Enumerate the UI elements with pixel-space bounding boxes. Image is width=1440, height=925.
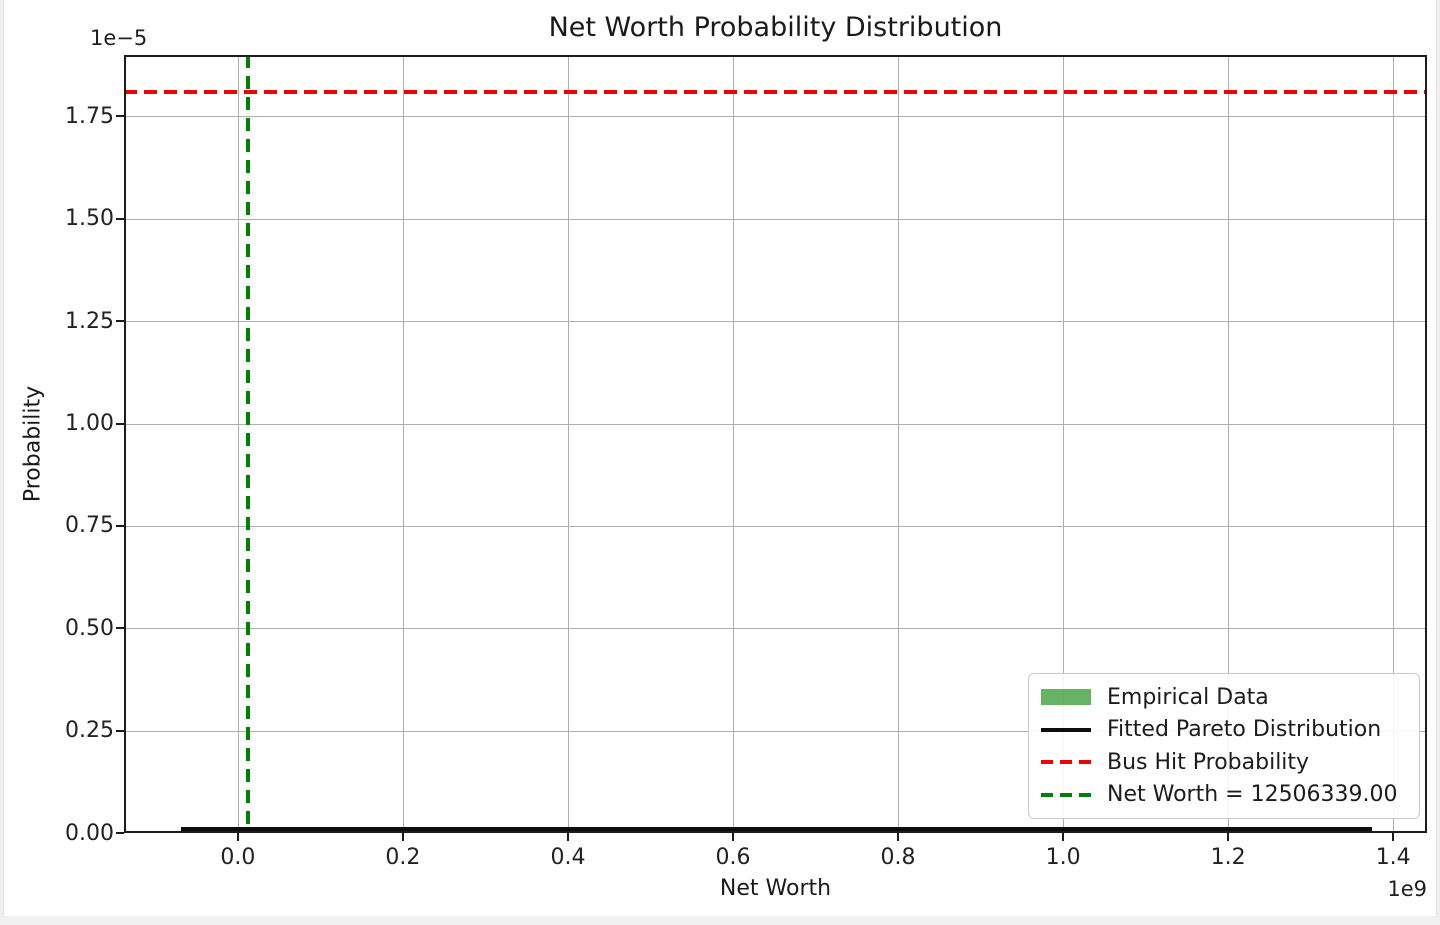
legend: Empirical Data Fitted Pareto Distribution… bbox=[1028, 673, 1420, 819]
y-tick-mark bbox=[116, 627, 124, 630]
y-axis-title: Probability bbox=[20, 385, 46, 503]
y-axis-offset-label: 1e−5 bbox=[90, 26, 148, 50]
plot-area: Empirical Data Fitted Pareto Distribution… bbox=[124, 55, 1427, 833]
x-tick-mark bbox=[732, 833, 734, 841]
y-tick-label: 1.25 bbox=[65, 308, 114, 334]
x-tick-label: 0.2 bbox=[385, 845, 421, 870]
chart-title: Net Worth Probability Distribution bbox=[548, 12, 1003, 43]
matplotlib-figure: Net Worth Probability Distribution 1e−5 … bbox=[3, 0, 1437, 916]
y-gridline bbox=[124, 628, 1427, 630]
x-tick-mark bbox=[236, 833, 239, 841]
legend-swatch-holder bbox=[1041, 760, 1091, 765]
y-tick-label: 0.50 bbox=[65, 615, 114, 641]
legend-swatch-solid-line-icon bbox=[1041, 727, 1091, 732]
y-tick-mark bbox=[116, 729, 124, 732]
legend-label: Net Worth = 12506339.00 bbox=[1107, 782, 1398, 808]
y-tick-label: 0.00 bbox=[65, 820, 114, 846]
axes-spine-top bbox=[124, 55, 1427, 57]
axes-spine-right bbox=[1425, 55, 1427, 833]
x-gridline bbox=[237, 55, 239, 833]
legend-swatch-dashed-line-icon bbox=[1041, 792, 1091, 797]
x-tick-label: 0.0 bbox=[220, 845, 256, 870]
y-tick-label: 0.75 bbox=[65, 513, 114, 539]
x-tick-label: 0.6 bbox=[715, 845, 751, 870]
legend-item: Empirical Data bbox=[1041, 681, 1407, 714]
y-tick-mark bbox=[116, 217, 124, 220]
x-tick-label: 1.2 bbox=[1210, 845, 1246, 870]
legend-label: Bus Hit Probability bbox=[1107, 749, 1310, 775]
x-gridline bbox=[732, 55, 734, 833]
legend-swatch-dashed-line-icon bbox=[1041, 760, 1091, 765]
y-tick-mark bbox=[116, 320, 124, 323]
x-gridline bbox=[567, 55, 569, 833]
x-tick-mark bbox=[897, 833, 899, 841]
x-tick-label: 0.4 bbox=[550, 845, 586, 870]
x-tick-mark bbox=[1062, 833, 1065, 841]
y-tick-mark bbox=[116, 832, 124, 834]
x-tick-mark bbox=[1392, 833, 1395, 841]
legend-swatch-patch-icon bbox=[1041, 689, 1091, 706]
x-gridline bbox=[1228, 55, 1230, 833]
legend-item: Bus Hit Probability bbox=[1041, 746, 1407, 779]
legend-label: Fitted Pareto Distribution bbox=[1107, 717, 1382, 743]
x-gridline bbox=[1063, 55, 1065, 833]
legend-swatch-holder bbox=[1041, 689, 1091, 706]
y-tick-label: 1.00 bbox=[65, 411, 114, 436]
y-tick-label: 1.75 bbox=[65, 103, 114, 129]
x-tick-label: 0.8 bbox=[880, 845, 916, 870]
axes-spine-left bbox=[124, 55, 126, 833]
x-gridline bbox=[1393, 55, 1395, 833]
y-gridline bbox=[124, 218, 1427, 220]
x-tick-mark bbox=[567, 833, 569, 841]
net-worth-marker-line bbox=[246, 55, 251, 833]
bus-hit-probability-line bbox=[124, 89, 1427, 94]
x-tick-mark bbox=[1227, 833, 1230, 841]
y-tick-label: 0.25 bbox=[65, 718, 114, 744]
y-gridline bbox=[124, 423, 1427, 425]
y-gridline bbox=[124, 321, 1427, 323]
legend-label: Empirical Data bbox=[1107, 684, 1269, 710]
y-gridline bbox=[124, 525, 1427, 527]
y-gridline bbox=[124, 116, 1427, 118]
x-tick-label: 1.4 bbox=[1375, 845, 1411, 870]
axes-spine-bottom bbox=[124, 831, 1427, 833]
x-axis-title: Net Worth bbox=[719, 876, 832, 901]
fitted-pareto-line bbox=[180, 827, 1372, 833]
legend-swatch-holder bbox=[1041, 792, 1091, 797]
legend-swatch-holder bbox=[1041, 727, 1091, 732]
y-tick-mark bbox=[116, 115, 124, 118]
y-tick-label: 1.50 bbox=[65, 206, 114, 232]
x-gridline bbox=[402, 55, 404, 833]
y-tick-mark bbox=[116, 422, 124, 425]
legend-item: Fitted Pareto Distribution bbox=[1041, 714, 1407, 747]
y-tick-mark bbox=[116, 524, 124, 527]
x-tick-mark bbox=[401, 833, 404, 841]
legend-item: Net Worth = 12506339.00 bbox=[1041, 779, 1407, 812]
y-gridline bbox=[124, 730, 1427, 732]
x-gridline bbox=[898, 55, 900, 833]
x-axis-offset-label: 1e9 bbox=[1387, 877, 1427, 901]
x-tick-label: 1.0 bbox=[1045, 845, 1081, 870]
